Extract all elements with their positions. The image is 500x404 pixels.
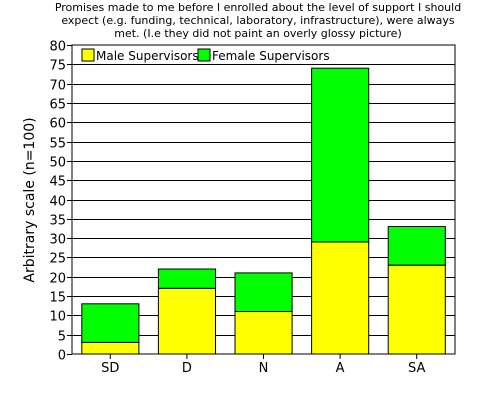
bar-segment xyxy=(311,241,370,355)
bar-segment xyxy=(157,268,216,289)
y-tick-label: 65 xyxy=(49,98,66,113)
y-tick-label: 50 xyxy=(49,156,66,171)
x-tick-label: A xyxy=(336,361,345,376)
y-tick-label: 5 xyxy=(58,330,66,345)
y-tick-label: 45 xyxy=(49,175,66,190)
bar-segment xyxy=(157,287,216,355)
y-tick-label: 30 xyxy=(49,233,66,248)
bar-segment xyxy=(234,272,293,312)
y-tick-label: 60 xyxy=(49,117,66,132)
y-tick-label: 35 xyxy=(49,214,66,229)
bars xyxy=(81,67,446,355)
x-axis-labels: SD D N A SA xyxy=(101,354,425,376)
y-tick-label: 15 xyxy=(49,291,66,306)
legend: Male Supervisors Female Supervisors xyxy=(81,48,330,63)
bar-segment xyxy=(81,341,140,355)
y-axis-ticks: 0 5 10 15 20 25 30 35 40 45 50 55 60 65 70 75 80 xyxy=(49,40,72,364)
y-tick-label: 75 xyxy=(49,59,66,74)
legend-swatch xyxy=(81,48,95,62)
y-tick-label: 0 xyxy=(58,349,66,364)
legend-swatch xyxy=(197,48,211,62)
legend-label: Male Supervisors xyxy=(96,49,199,63)
gridlines xyxy=(72,64,455,336)
x-tick-label: SA xyxy=(408,361,425,376)
y-tick-label: 20 xyxy=(49,272,66,287)
y-tick-label: 70 xyxy=(49,79,66,94)
x-tick-label: SD xyxy=(101,361,119,376)
plot-frame xyxy=(71,44,456,355)
bar-segment xyxy=(387,226,446,266)
y-tick-label: 10 xyxy=(49,310,66,325)
y-tick-label: 55 xyxy=(49,137,66,152)
bar-segment xyxy=(387,264,446,355)
y-axis-title: Arbitrary scale (n=100) xyxy=(22,117,38,282)
y-tick-label: 25 xyxy=(49,252,66,267)
chart-title-line: met. (I.e they did not paint an overly g… xyxy=(114,27,401,40)
chart-title: Promises made to me before I enrolled ab… xyxy=(55,1,461,40)
y-tick-label: 40 xyxy=(49,195,66,210)
bar-segment xyxy=(311,67,370,243)
y-tick-label: 80 xyxy=(49,40,66,55)
legend-label: Female Supervisors xyxy=(212,49,330,63)
chart-title-line: expect (e.g. funding, technical, laborat… xyxy=(61,14,455,27)
x-tick-label: D xyxy=(182,361,192,376)
bar-segment xyxy=(234,311,293,355)
chart-title-line: Promises made to me before I enrolled ab… xyxy=(55,1,461,14)
bar-segment xyxy=(81,303,140,343)
x-tick-label: N xyxy=(259,361,269,376)
